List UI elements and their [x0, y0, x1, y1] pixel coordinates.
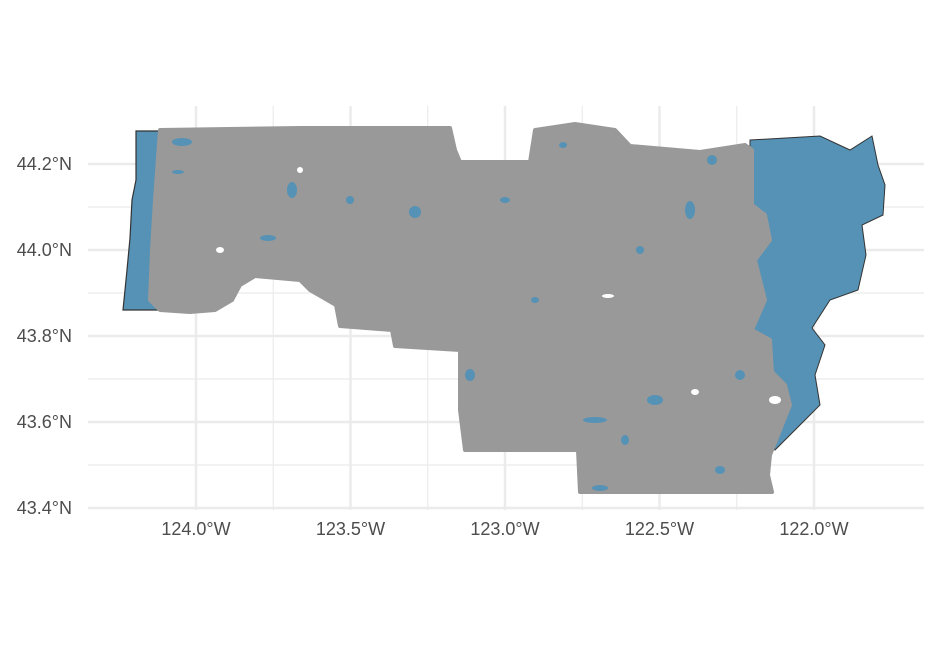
- lake-spot: [685, 201, 695, 219]
- lake-spot: [465, 369, 475, 381]
- lake-spot: [172, 170, 184, 174]
- y-tick-label: 44.0°N: [17, 240, 72, 260]
- land-cover-area: [148, 122, 792, 494]
- y-axis-labels: 44.2°N 44.0°N 43.8°N 43.6°N 43.4°N: [17, 154, 72, 518]
- lake-spot: [592, 485, 608, 491]
- y-tick-label: 44.2°N: [17, 154, 72, 174]
- x-axis-labels: 124.0°W 123.5°W 123.0°W 122.5°W 122.0°W: [161, 519, 848, 539]
- x-tick-label: 123.5°W: [316, 519, 385, 539]
- lake-spot: [715, 466, 725, 474]
- gap-spot: [216, 247, 224, 253]
- lake-spot: [409, 206, 421, 218]
- gap-spot: [602, 294, 614, 298]
- lake-spot: [287, 182, 297, 198]
- x-tick-label: 123.0°W: [470, 519, 539, 539]
- x-tick-label: 124.0°W: [161, 519, 230, 539]
- lake-spot: [559, 142, 567, 148]
- lake-spot: [260, 235, 276, 241]
- gap-spot: [769, 396, 781, 404]
- x-tick-label: 122.5°W: [625, 519, 694, 539]
- y-tick-label: 43.6°N: [17, 412, 72, 432]
- gap-spot: [297, 167, 303, 173]
- lake-spot: [583, 417, 607, 423]
- land-layer: [148, 122, 792, 494]
- lake-spot: [707, 155, 717, 165]
- y-tick-label: 43.4°N: [17, 498, 72, 518]
- lake-spot: [346, 196, 354, 204]
- lake-spot: [621, 435, 629, 445]
- lake-spot: [531, 297, 539, 303]
- x-tick-label: 122.0°W: [779, 519, 848, 539]
- lake-spot: [636, 246, 644, 254]
- lake-spot: [500, 197, 510, 203]
- gap-spot: [691, 389, 699, 395]
- lake-spot: [647, 395, 663, 405]
- lake-spot: [735, 370, 745, 380]
- y-tick-label: 43.8°N: [17, 326, 72, 346]
- lake-spot: [172, 138, 192, 146]
